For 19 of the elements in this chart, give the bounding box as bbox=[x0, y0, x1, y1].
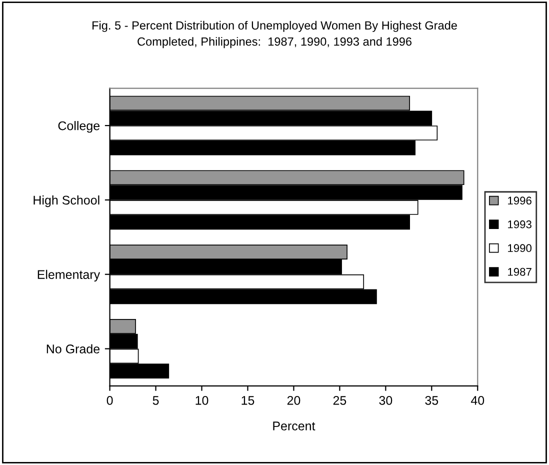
legend-label: 1993 bbox=[508, 220, 532, 228]
x-tick-label: 5 bbox=[152, 396, 159, 405]
y-tick-label: No Grade bbox=[46, 344, 100, 354]
x-tick-label: 40 bbox=[470, 396, 484, 405]
x-tick-label: 30 bbox=[379, 396, 392, 405]
legend-label: 1987 bbox=[508, 268, 532, 276]
x-axis-title: Percent bbox=[273, 422, 316, 430]
x-tick-label: 10 bbox=[196, 396, 208, 405]
y-tick-label: Elementary bbox=[38, 270, 100, 282]
y-tick-label: College bbox=[58, 121, 100, 133]
legend-label: 1990 bbox=[508, 244, 532, 252]
x-tick-label: 0 bbox=[106, 396, 113, 405]
y-tick-label: High School bbox=[34, 195, 100, 208]
x-tick-label: 25 bbox=[333, 396, 346, 405]
x-tick-label: 20 bbox=[287, 396, 300, 405]
x-tick-label: 15 bbox=[242, 396, 254, 405]
legend-label: 1996 bbox=[508, 196, 532, 205]
x-tick-label: 35 bbox=[425, 396, 438, 405]
chart-title: Fig. 5 - Percent Distribution of Unemployed Women By Highest Grade Completed, Philippines: 1987, 1990, 1993 and 1996 bbox=[92, 20, 457, 48]
